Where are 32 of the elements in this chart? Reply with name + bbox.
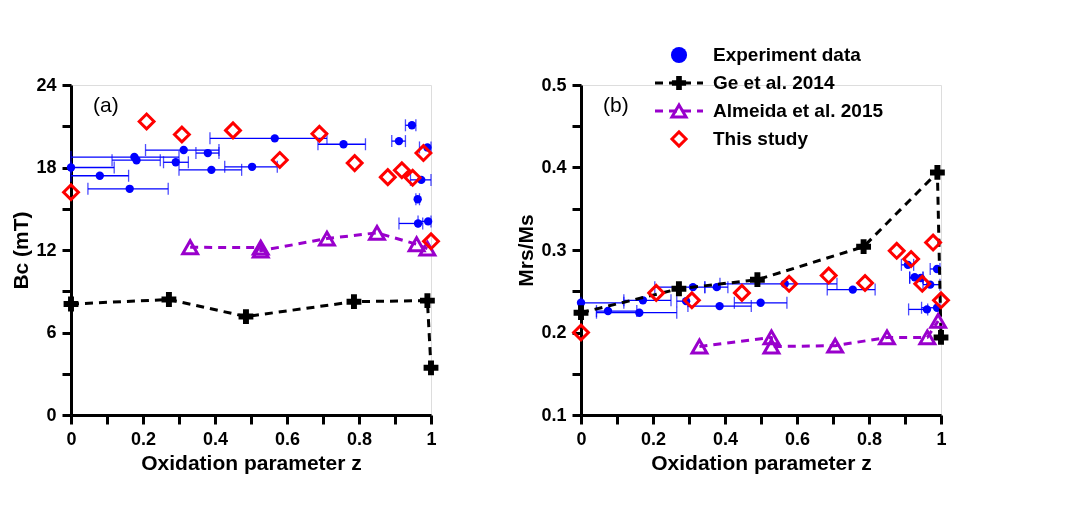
y-tick-label: 0.1 <box>541 404 567 425</box>
x-tick-label: 0.8 <box>856 428 883 449</box>
x-tick-label: 0.4 <box>712 428 739 449</box>
y-tick-label: 0.4 <box>541 157 567 177</box>
x-tick-label: 0 <box>576 428 587 449</box>
legend-label: Ge et al. 2014 <box>713 72 835 93</box>
y-axis-title: Bc (mT) <box>9 211 33 290</box>
legend-label: Almeida et al. 2015 <box>713 100 884 121</box>
x-tick-label: 1 <box>426 428 437 449</box>
y-tick-label: 0 <box>46 404 57 425</box>
x-axis-title: Oxidation parameter z <box>141 450 362 474</box>
y-tick-label: 6 <box>46 322 57 342</box>
y-tick-label: 24 <box>36 74 57 95</box>
y-tick-label: 0.3 <box>541 239 567 260</box>
x-tick-label: 1 <box>936 428 947 449</box>
y-axis-title: Mrs/Ms <box>514 214 538 287</box>
legend-label: This study <box>713 128 809 149</box>
y-tick-label: 18 <box>36 157 57 177</box>
x-tick-label: 0.6 <box>784 428 811 449</box>
x-tick-label: 0.2 <box>130 428 157 449</box>
y-tick-label: 0.2 <box>541 322 567 342</box>
annotation: (b) <box>603 93 629 116</box>
x-tick-label: 0.2 <box>640 428 667 449</box>
y-tick-label: 12 <box>36 239 57 260</box>
y-tick-label: 0.5 <box>541 74 567 95</box>
annotation: (a) <box>93 93 119 116</box>
legend-label: Experiment data <box>713 44 862 65</box>
x-tick-label: 0.4 <box>202 428 229 449</box>
x-tick-label: 0.6 <box>274 428 301 449</box>
x-tick-label: 0.8 <box>346 428 373 449</box>
x-axis-title: Oxidation parameter z <box>651 450 872 474</box>
x-tick-label: 0 <box>66 428 77 449</box>
